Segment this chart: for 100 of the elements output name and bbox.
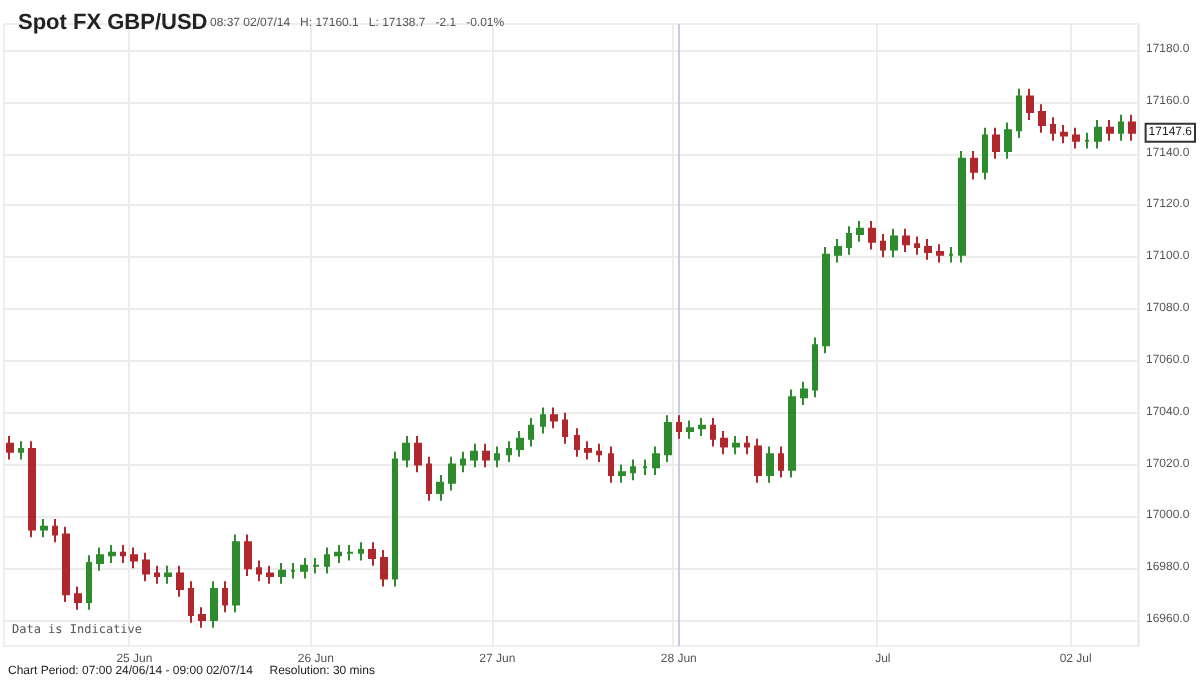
candlestick [392,450,398,588]
candlestick [584,440,592,461]
chart-title: Spot FX GBP/USD [18,11,208,35]
candlestick [1118,113,1124,142]
candlestick [528,416,534,448]
candlestick [948,245,954,264]
candlestick [108,543,116,565]
candlestick [1026,87,1034,121]
candlestick [720,429,728,456]
candlestick [822,245,830,355]
candlestick [642,458,648,476]
candlestick [652,445,660,476]
candlestick [992,126,1000,160]
candlestick [62,525,70,603]
candlestick [686,419,694,440]
candlestick [324,546,330,575]
candlestick [732,435,740,456]
candlestick [1106,118,1114,142]
candlestick [890,227,898,259]
candlestick [1094,118,1102,150]
candlestick [880,232,886,259]
candlestick [698,416,706,438]
candlestick [516,429,524,458]
candlestick [414,435,422,474]
candlestick [1038,103,1046,134]
candlestick [244,533,252,578]
candlestick [574,427,580,458]
candlestick [142,551,150,583]
candlestick [800,380,808,406]
candlestick [256,559,262,583]
candlestick [506,440,512,463]
candlestick [630,458,636,482]
candlestick [494,445,500,469]
candlestick [868,219,876,251]
candlestick [18,440,24,461]
candlestick [232,533,240,614]
candlestick [482,442,490,469]
candlestick [970,149,978,181]
candlestick [346,543,354,562]
candlestick [754,437,762,484]
candlestick [902,227,910,254]
candlestick [28,440,36,539]
candlestick [1084,131,1090,150]
candlestick [562,411,568,445]
candlestick [188,580,194,624]
candlestick [1128,113,1136,142]
candlestick [334,543,342,565]
candlestick [618,463,626,484]
candlestick [766,445,774,484]
candlestick [402,435,410,469]
candlestick [710,416,716,448]
candlestick [1004,121,1012,160]
candlestick [52,518,58,544]
candlestick [664,414,672,463]
candlestick [550,406,558,430]
candlestick [788,388,796,479]
candlestick [1060,124,1068,145]
candlestick [86,554,92,611]
candlestick [924,238,932,261]
candlestick [358,541,364,562]
candlestick [540,406,546,435]
candlestick [1072,126,1080,150]
candlestick [448,455,456,492]
candlestick [856,219,864,243]
candlestick [958,149,966,264]
candlestick [198,606,206,629]
candlestick [222,580,228,614]
candlestick [380,549,388,588]
candlestick [1016,87,1022,140]
candlestick [6,435,14,461]
candlestick [834,238,842,264]
candlestick [460,450,466,474]
candlestick [300,556,308,580]
candlestick [846,225,852,256]
candlestick [154,564,160,585]
candlestick [120,543,126,565]
candlestick [368,541,376,567]
candlestick [74,585,82,611]
candlestick [130,546,138,570]
candlestick [608,445,614,484]
candlestick [914,235,920,256]
candlestick [436,473,444,502]
candlestick [176,564,184,598]
candlestick [426,455,432,502]
candlestick [96,546,104,572]
candlestick [744,435,750,456]
candlestick [290,562,296,580]
candlestick [596,442,602,463]
candlestick [210,580,218,629]
candlestick [778,445,784,479]
candlestick [676,414,682,440]
candlestick [312,556,320,575]
candlestick [1050,116,1056,142]
candlestick [982,126,988,181]
candlestick [164,564,172,585]
candlestick [40,518,48,539]
candlestick [936,243,944,264]
candlestick [278,562,286,585]
candlestick [812,336,818,399]
candlestick [470,442,478,469]
